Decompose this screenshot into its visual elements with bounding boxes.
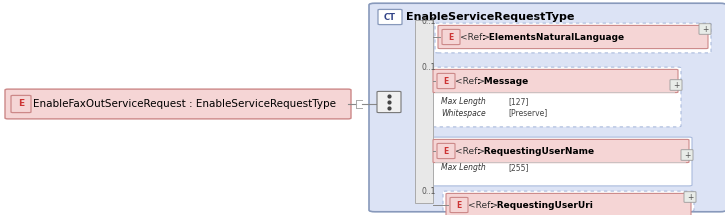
Text: 0..1: 0..1 xyxy=(422,17,436,26)
Text: +: + xyxy=(673,80,679,89)
Text: [Preserve]: [Preserve] xyxy=(508,109,547,118)
Text: +: + xyxy=(702,25,708,34)
Text: +: + xyxy=(687,192,693,201)
FancyBboxPatch shape xyxy=(435,23,711,53)
Text: Max Length: Max Length xyxy=(441,97,486,106)
Text: Max Length: Max Length xyxy=(441,163,486,172)
FancyBboxPatch shape xyxy=(11,95,31,113)
Text: <Ref>: <Ref> xyxy=(468,201,498,209)
Text: E: E xyxy=(448,32,454,41)
Text: E: E xyxy=(444,77,449,86)
FancyBboxPatch shape xyxy=(5,89,351,119)
Text: +: + xyxy=(684,150,690,160)
Text: 0..1: 0..1 xyxy=(422,63,436,72)
FancyBboxPatch shape xyxy=(433,139,689,163)
Text: E: E xyxy=(18,100,24,109)
Text: EnableServiceRequestType: EnableServiceRequestType xyxy=(406,12,574,22)
Bar xyxy=(415,20,433,203)
FancyBboxPatch shape xyxy=(430,137,692,186)
FancyBboxPatch shape xyxy=(437,143,455,159)
FancyBboxPatch shape xyxy=(369,3,725,212)
Text: E: E xyxy=(444,146,449,155)
FancyBboxPatch shape xyxy=(443,191,694,211)
FancyBboxPatch shape xyxy=(438,25,708,49)
Text: : Message: : Message xyxy=(477,77,529,86)
FancyBboxPatch shape xyxy=(699,24,711,34)
FancyBboxPatch shape xyxy=(446,194,691,215)
Text: [255]: [255] xyxy=(508,163,529,172)
FancyBboxPatch shape xyxy=(437,73,455,89)
FancyBboxPatch shape xyxy=(684,192,696,202)
Text: <Ref>: <Ref> xyxy=(455,77,485,86)
FancyBboxPatch shape xyxy=(377,91,401,113)
Text: Whitespace: Whitespace xyxy=(441,109,486,118)
Text: [127]: [127] xyxy=(508,97,529,106)
Text: : RequestingUserUri: : RequestingUserUri xyxy=(490,201,593,209)
FancyBboxPatch shape xyxy=(670,80,682,90)
Text: E: E xyxy=(456,201,462,209)
FancyBboxPatch shape xyxy=(681,150,693,160)
Text: 0..1: 0..1 xyxy=(422,186,436,195)
FancyBboxPatch shape xyxy=(442,29,460,45)
Text: : ElementsNaturalLanguage: : ElementsNaturalLanguage xyxy=(482,32,624,41)
Text: CT: CT xyxy=(384,12,396,22)
Text: EnableFaxOutServiceRequest : EnableServiceRequestType: EnableFaxOutServiceRequest : EnableServi… xyxy=(33,99,336,109)
FancyBboxPatch shape xyxy=(433,69,678,93)
Text: <Ref>: <Ref> xyxy=(460,32,490,41)
Text: <Ref>: <Ref> xyxy=(455,146,485,155)
FancyBboxPatch shape xyxy=(450,197,468,213)
Text: : RequestingUserName: : RequestingUserName xyxy=(477,146,594,155)
FancyBboxPatch shape xyxy=(430,67,681,127)
FancyBboxPatch shape xyxy=(378,9,402,25)
